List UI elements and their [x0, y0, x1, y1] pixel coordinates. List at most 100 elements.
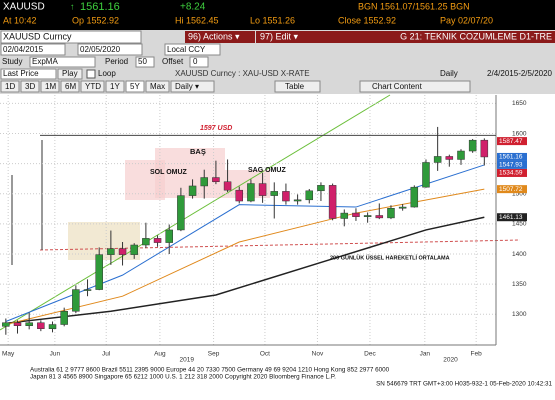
candle-body [60, 311, 68, 325]
currency: Local CCY [167, 45, 206, 54]
frequency: Daily [440, 69, 458, 78]
high: Hi 1562.45 [175, 15, 219, 25]
footer-line: Japan 81 3 4565 8900 Singapore 65 6212 1… [30, 374, 336, 381]
footer-line: SN 546679 TRT GMT+3:00 H035-932-1 05-Feb… [376, 381, 552, 388]
period-btn[interactable] [20, 80, 40, 93]
annotation: BAŞ [190, 147, 206, 156]
price-tag [497, 213, 527, 222]
candle-body [270, 191, 279, 196]
annotation: SOL OMUZ [150, 169, 188, 176]
edit[interactable]: 97) Edit ▾ [260, 31, 299, 41]
price-tag [497, 185, 527, 194]
offset-label: Offset [162, 57, 184, 66]
candle-body [387, 208, 395, 219]
candle-body [305, 190, 314, 201]
price-tag-label: 1561.16 [499, 154, 523, 161]
table-btn[interactable] [274, 80, 321, 93]
candle-body [25, 322, 33, 326]
plot: 13001350140014501500155016001650MayJunJu… [0, 95, 527, 364]
ccy-field[interactable] [164, 43, 221, 56]
field-select[interactable] [0, 68, 57, 80]
x-tick-label: Nov [312, 351, 324, 358]
candle-body [480, 139, 489, 158]
candle-body [445, 156, 454, 160]
period-btn[interactable] [60, 80, 80, 93]
annotation: 200 GÜNLÜK ÜSSEL HAREKETLİ ORTALAMA [330, 254, 450, 261]
candle-body [13, 322, 22, 326]
x-tick-label: Jul [102, 351, 111, 358]
candle-body [200, 177, 208, 187]
table: Table [285, 82, 305, 91]
candle-body [95, 254, 103, 290]
price-tag-label: 1461.13 [499, 214, 523, 221]
close: Close 1552.92 [338, 15, 396, 25]
period-btn[interactable] [40, 80, 60, 93]
candle-body [107, 248, 115, 255]
end-date: 02/05/2020 [80, 45, 121, 54]
period-label: 1M [45, 82, 56, 91]
x-tick-label: Sep [208, 351, 220, 358]
end-field[interactable] [77, 43, 143, 56]
price-tag-label: 1507.72 [499, 186, 523, 193]
study-label: Study [2, 57, 22, 66]
x-tick-label: Dec [364, 351, 376, 358]
ticker: XAUUSD [3, 2, 45, 13]
candle-body [177, 195, 185, 231]
last: 1561.16 [80, 1, 120, 13]
study: ExpMA [32, 57, 58, 66]
candle-body [37, 322, 45, 329]
price-tag-label: 1587.47 [499, 138, 523, 145]
actions-btn[interactable] [185, 31, 255, 43]
y-tick-label: 1450 [512, 221, 527, 228]
period-label: 1D [5, 82, 15, 91]
period-btn[interactable] [105, 80, 125, 93]
period-label: Period [105, 57, 128, 66]
start-field[interactable] [0, 43, 66, 56]
period-btn[interactable] [125, 80, 145, 93]
start-date: 02/04/2015 [3, 45, 44, 54]
period-label: Daily ▾ [175, 82, 199, 91]
dashed-line [39, 239, 521, 251]
candle-body [293, 199, 302, 202]
loop-checkbox[interactable] [86, 69, 96, 79]
candle-body [2, 322, 10, 327]
footer-bg [0, 362, 555, 400]
candle-body [282, 191, 290, 202]
study-field[interactable] [29, 56, 96, 68]
trend-line [0, 94, 391, 331]
offset-field[interactable] [189, 56, 209, 68]
chart-content-btn[interactable] [359, 80, 471, 93]
period-btn[interactable] [145, 80, 170, 93]
candle-body [83, 289, 92, 291]
security-field[interactable] [0, 30, 142, 44]
candle-body [398, 206, 407, 209]
candle-body [468, 139, 477, 152]
period-buttons: 1D 3D 1M 6M YTD 1Y 5Y Max Daily ▾ [0, 80, 215, 93]
period-btn[interactable] [80, 80, 105, 93]
period-btn[interactable] [170, 80, 215, 93]
y-tick-label: 1300 [512, 311, 527, 318]
price-tag [497, 137, 527, 146]
period-btn[interactable] [0, 80, 20, 93]
x-tick-label: Oct [260, 351, 270, 358]
bid-ask: BGN 1561.07/1561.25 BGN [358, 1, 470, 11]
chart-content: Chart Content [372, 82, 423, 91]
candle-body [247, 183, 255, 202]
candle-body [375, 215, 384, 219]
period-field[interactable] [135, 56, 155, 68]
time: At 10:42 [3, 15, 37, 25]
price-tag [497, 152, 527, 161]
candle-body [363, 215, 372, 217]
period-label: 1Y [110, 82, 120, 91]
candle-body [340, 212, 349, 219]
change: +8.24 [180, 2, 206, 13]
field: Last Price [3, 69, 39, 78]
play-btn[interactable] [57, 68, 83, 80]
candle-body [130, 244, 138, 255]
x-tick-label: Jan [420, 351, 431, 358]
price-tag [497, 168, 527, 177]
moving-average [5, 164, 485, 322]
page-title: G 21: TEKNIK COZUMLEME D1-TRE [400, 31, 552, 41]
actions: 96) Actions ▾ [188, 31, 240, 41]
